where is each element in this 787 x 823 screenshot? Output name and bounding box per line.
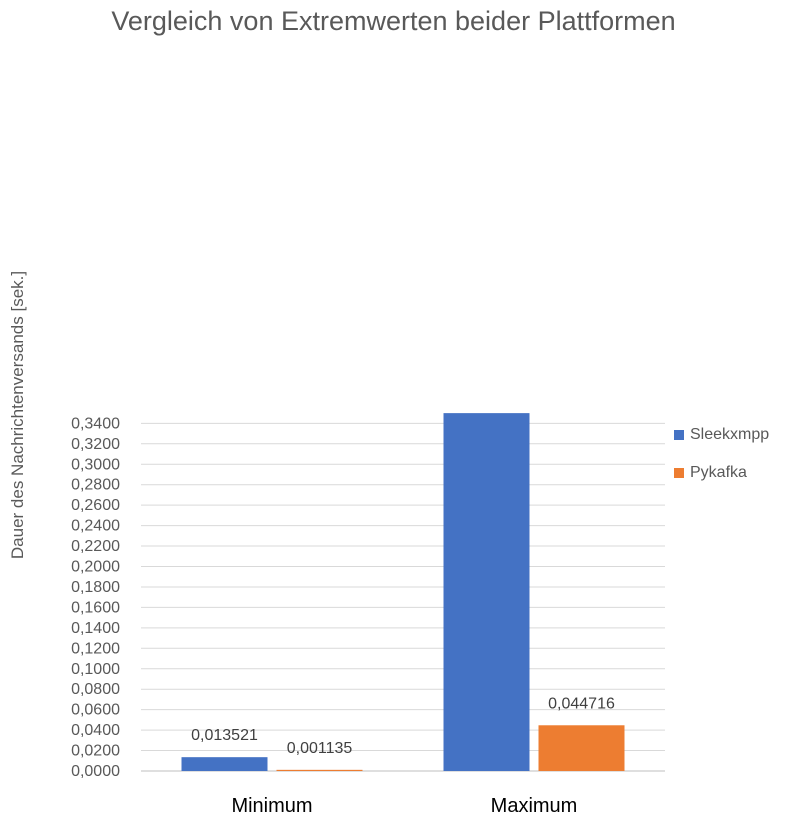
y-tick-label: 0,2000 xyxy=(71,559,120,576)
y-tick-label: 0,2400 xyxy=(71,518,120,535)
y-tick-label: 0,2600 xyxy=(71,497,120,514)
y-tick-label: 0,3000 xyxy=(71,456,120,473)
data-label: 0,001135 xyxy=(287,740,353,757)
bar-sleekxmpp-minimum xyxy=(181,757,268,771)
legend-swatch-sleekxmpp xyxy=(674,430,684,440)
y-tick-label: 0,1400 xyxy=(71,620,120,637)
bar-pykafka-minimum xyxy=(276,769,363,771)
y-tick-label: 0,3200 xyxy=(71,436,120,453)
y-tick-label: 0,1800 xyxy=(71,579,120,596)
y-tick-label: 0,3400 xyxy=(71,415,120,432)
x-tick-label: Minimum xyxy=(231,795,312,817)
legend-label-pykafka: Pykafka xyxy=(690,464,747,481)
bar-sleekxmpp-maximum xyxy=(443,413,530,771)
y-tick-label: 0,2200 xyxy=(71,538,120,555)
legend-item-sleekxmpp: Sleekxmpp xyxy=(674,425,769,445)
y-tick-label: 0,0800 xyxy=(71,681,120,698)
bar-pykafka-maximum xyxy=(538,725,625,771)
data-label: 0,013521 xyxy=(191,727,258,744)
x-tick-label: Maximum xyxy=(491,795,578,817)
y-tick-label: 0,2800 xyxy=(71,477,120,494)
legend: Sleekxmpp Pykafka xyxy=(674,425,769,501)
y-tick-label: 0,0400 xyxy=(71,722,120,739)
y-tick-label: 0,1000 xyxy=(71,661,120,678)
data-label: 0,044716 xyxy=(548,695,615,712)
chart-title: Vergleich von Extremwerten beider Plattf… xyxy=(111,6,676,36)
y-tick-label: 0,1600 xyxy=(71,599,120,616)
legend-swatch-pykafka xyxy=(674,468,684,478)
legend-label-sleekxmpp: Sleekxmpp xyxy=(690,426,770,443)
legend-item-pykafka: Pykafka xyxy=(674,463,769,483)
y-tick-label: 0,0200 xyxy=(71,743,120,760)
y-tick-label: 0,0600 xyxy=(71,702,120,719)
y-tick-label: 0,1200 xyxy=(71,640,120,657)
y-tick-label: 0,0000 xyxy=(71,763,120,780)
